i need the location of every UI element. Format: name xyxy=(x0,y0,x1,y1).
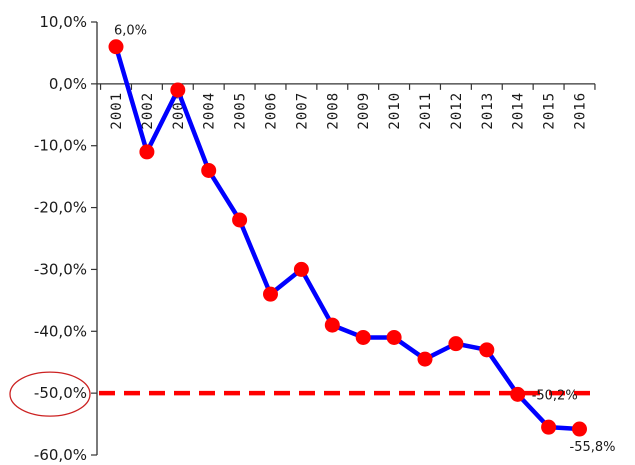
y-tick-label: 10,0% xyxy=(39,13,87,31)
data-point xyxy=(510,386,526,402)
highlight-layer xyxy=(9,371,91,417)
data-point xyxy=(324,317,340,333)
data-label: 6,0% xyxy=(114,24,147,39)
x-tick-label: 2009 xyxy=(356,92,372,130)
data-label: -50,2% xyxy=(532,388,578,403)
y-tick-label: 0,0% xyxy=(49,75,87,93)
data-point xyxy=(263,286,278,302)
data-point xyxy=(108,39,124,55)
data-point xyxy=(448,336,464,352)
axes: 10,0% 0,0% -10,0% -20,0% -30,0% -40,0% -50,0% -… xyxy=(34,13,596,464)
x-tick-label: 2007 xyxy=(294,92,310,130)
x-tick-label: 2006 xyxy=(264,92,280,130)
highlight-ellipse xyxy=(9,371,91,417)
data-point xyxy=(139,144,155,160)
x-tick-label: 2005 xyxy=(233,92,249,130)
x-tick-label: 2016 xyxy=(573,92,589,130)
data-point xyxy=(572,421,587,437)
data-point xyxy=(201,162,217,178)
label-layer: 6,0% -50,2% -55,8% xyxy=(114,24,616,455)
y-tick-label: -60,0% xyxy=(34,446,87,464)
y-tick-label: -30,0% xyxy=(34,260,87,278)
data-point xyxy=(232,212,248,228)
x-tick-label: 2008 xyxy=(325,92,341,130)
x-tick-label: 2010 xyxy=(387,92,403,130)
x-tick-label: 2004 xyxy=(202,92,218,130)
data-point xyxy=(541,419,557,435)
y-tick-label: -40,0% xyxy=(34,322,87,340)
y-tick-label: -10,0% xyxy=(34,137,87,155)
x-tick-label: 2014 xyxy=(511,92,527,130)
x-tick-label: 2015 xyxy=(542,92,558,130)
data-point xyxy=(479,342,495,358)
data-label: -55,8% xyxy=(570,440,616,455)
data-point xyxy=(386,329,402,345)
data-point xyxy=(417,351,433,367)
x-tick-label: 2013 xyxy=(480,92,496,130)
data-point xyxy=(293,261,309,277)
series-layer xyxy=(108,39,587,437)
x-tick-label: 2011 xyxy=(418,92,434,130)
data-point xyxy=(355,329,371,345)
x-tick-label: 2012 xyxy=(449,92,465,130)
y-tick-label: -20,0% xyxy=(34,199,87,217)
x-tick-label: 2001 xyxy=(109,92,125,130)
x-tick-label: 2002 xyxy=(140,92,156,130)
data-point xyxy=(170,82,186,98)
y-tick-label: -50,0% xyxy=(34,384,87,402)
series-line xyxy=(113,46,580,432)
